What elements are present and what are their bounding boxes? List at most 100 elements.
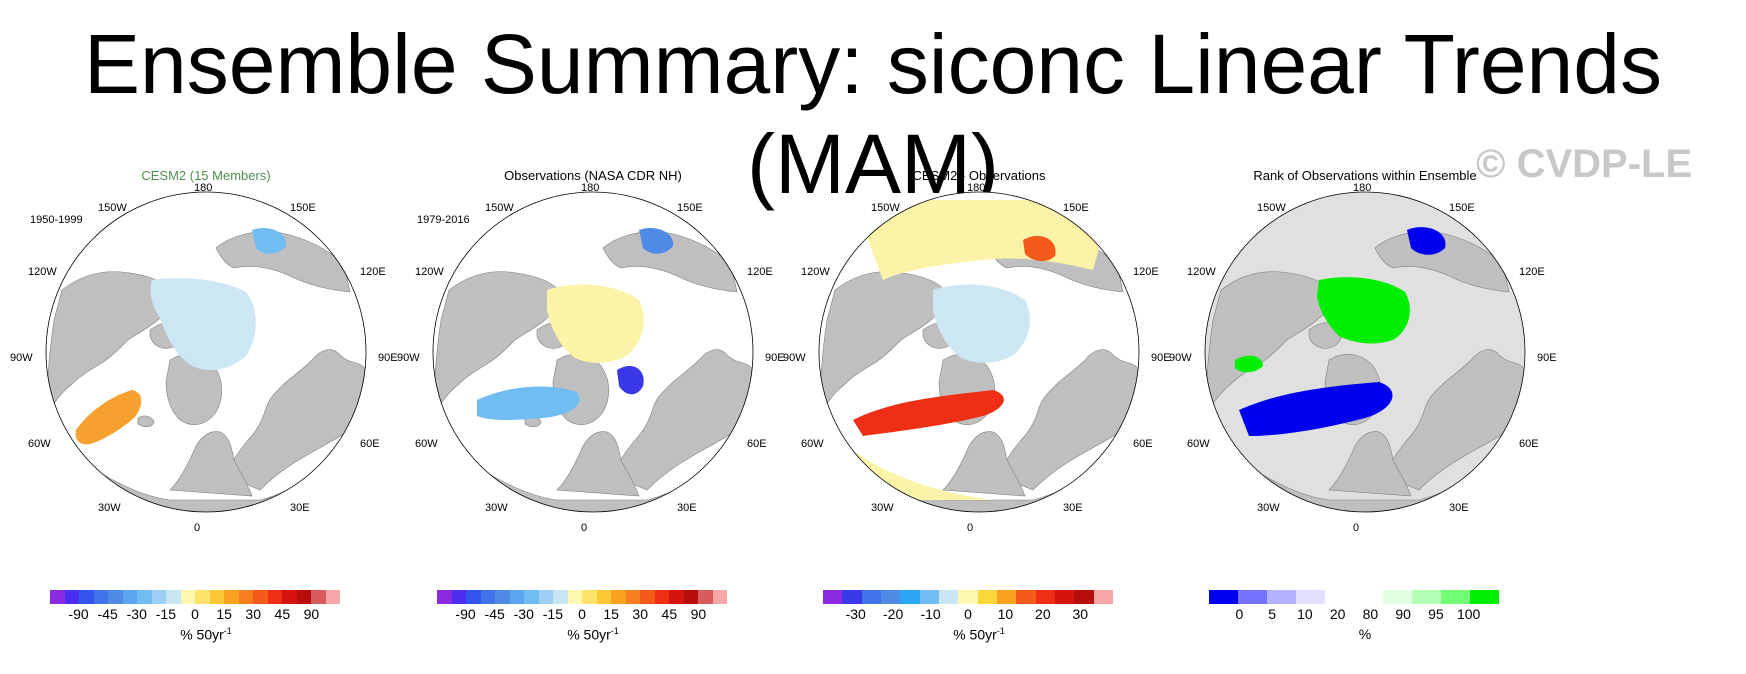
lon-label-nw: 150W: [485, 202, 514, 214]
lon-label-ne: 150E: [677, 202, 703, 214]
colorbar: [437, 590, 727, 604]
lon-label-e1: 120E: [747, 266, 773, 278]
colorbar-tick-label: 30: [1072, 606, 1089, 622]
colorbar-swatch: [1209, 590, 1238, 604]
colorbar-swatch: [958, 590, 978, 604]
lon-label-nw1: 120W: [801, 266, 830, 278]
lon-label-se: 30E: [1449, 502, 1469, 514]
lon-label-nw: 150W: [1257, 202, 1286, 214]
colorbar-swatch: [900, 590, 920, 604]
colorbar-swatch: [669, 590, 684, 604]
lon-label-sw1: 60W: [1187, 438, 1210, 450]
lon-label-ne: 150E: [1449, 202, 1475, 214]
map-content: [1205, 192, 1525, 512]
colorbar-swatch: [180, 590, 195, 604]
colorbar-swatch: [582, 590, 597, 604]
colorbar-swatch: [1325, 590, 1354, 604]
lon-label-nw1: 120W: [28, 266, 57, 278]
period-label: 1950-1999: [30, 214, 83, 226]
colorbar-swatch: [1035, 590, 1055, 604]
colorbar-tick-label: -30: [126, 606, 147, 622]
panel-difference: CESM2 - Observations 180 150E 120E 90E 60E 30…: [783, 160, 1171, 660]
sea-ice-field: [1235, 227, 1446, 436]
lon-label-sw1: 60W: [801, 438, 824, 450]
rank-high: [1317, 277, 1410, 344]
land-mass: [602, 231, 738, 293]
lon-label-se: 30E: [1063, 502, 1083, 514]
polar-map: [45, 191, 367, 513]
colorbar: [823, 590, 1113, 604]
ice-anomaly: [150, 278, 256, 371]
polar-map: [1204, 191, 1526, 513]
colorbar-swatch: [137, 590, 152, 604]
colorbar-swatch: [1441, 590, 1470, 604]
colorbar-tick-label: 0: [964, 606, 972, 622]
colorbar-swatch: [495, 590, 510, 604]
colorbar-swatch: [509, 590, 524, 604]
lon-label-e: 90E: [1537, 352, 1557, 364]
panel-title: CESM2 - Observations: [912, 168, 1046, 183]
map-border: [1204, 191, 1526, 513]
colorbar-swatch: [698, 590, 713, 604]
lon-label-n: 180: [967, 182, 986, 194]
colorbar-tick-label: 0: [191, 606, 199, 622]
colorbar-swatch: [93, 590, 108, 604]
watermark: © CVDP-LE: [1476, 142, 1693, 186]
panel-cesm2: CESM2 (15 Members) 1950-1999 180 150E 120E…: [10, 160, 398, 660]
sea-ice-field: [819, 200, 1113, 500]
lon-label-nw: 150W: [871, 202, 900, 214]
map-border: [45, 191, 367, 513]
colorbar-swatch: [1383, 590, 1412, 604]
panel-observations: Observations (NASA CDR NH) 1979-2016 180…: [397, 160, 785, 660]
colorbar-tick-label: 15: [603, 606, 619, 622]
land-mass: [137, 415, 155, 428]
colorbar-swatch: [640, 590, 655, 604]
page-title: Ensemble Summary: siconc Linear Trends (…: [84, 17, 1662, 211]
colorbar-swatch: [311, 590, 326, 604]
lon-label-sw: 30W: [98, 502, 121, 514]
land-mass: [1328, 431, 1412, 497]
colorbar-swatch: [553, 590, 568, 604]
lon-label-n: 180: [581, 182, 600, 194]
lon-label-se1: 60E: [1133, 438, 1153, 450]
ice-anomaly: [853, 390, 1004, 436]
lon-label-sw: 30W: [871, 502, 894, 514]
colorbar-tick-label: 100: [1456, 606, 1481, 622]
colorbar-tick-label: 30: [245, 606, 262, 622]
colorbar-swatch: [238, 590, 253, 604]
colorbar-tick-label: -15: [542, 606, 563, 622]
lon-label-n: 180: [1353, 182, 1372, 194]
land: [1205, 231, 1525, 512]
lon-label-ne: 150E: [290, 202, 316, 214]
colorbar-swatch: [64, 590, 79, 604]
colorbar-tick-label: -45: [484, 606, 505, 622]
colorbar-tick-label: 45: [274, 606, 291, 622]
lon-label-se1: 60E: [1519, 438, 1539, 450]
lon-label-ne: 150E: [1063, 202, 1089, 214]
colorbar-swatch: [625, 590, 640, 604]
colorbar-tick-label: 90: [690, 606, 707, 622]
colorbar-tick-label: 10: [997, 606, 1014, 622]
colorbar-tick-label: 20: [1329, 606, 1346, 622]
colorbar-tick-label: 45: [661, 606, 678, 622]
colorbar-swatch: [1238, 590, 1267, 604]
colorbar-swatch: [977, 590, 997, 604]
colorbar-tick-label: -30: [513, 606, 534, 622]
land: [46, 231, 366, 512]
colorbar: [1209, 590, 1499, 604]
sea-ice-field: [75, 227, 287, 445]
panel-rank: Rank of Observations within Ensemble 180…: [1169, 160, 1557, 660]
colorbar-swatch: [1074, 590, 1094, 604]
colorbar-swatch: [267, 590, 282, 604]
rank-high: [1235, 355, 1263, 373]
colorbar-tick-label: -20: [883, 606, 904, 622]
lon-label-s: 0: [581, 522, 588, 534]
panel-title: CESM2 (15 Members): [141, 168, 271, 183]
ice-anomaly: [933, 284, 1030, 363]
ice-anomaly: [252, 227, 287, 254]
lon-label-s: 0: [967, 522, 974, 534]
colorbar-tick-label: 30: [632, 606, 649, 622]
colorbar-tick-label: 15: [216, 606, 232, 622]
lon-label-nw: 150W: [98, 202, 127, 214]
colorbar-swatch: [195, 590, 210, 604]
